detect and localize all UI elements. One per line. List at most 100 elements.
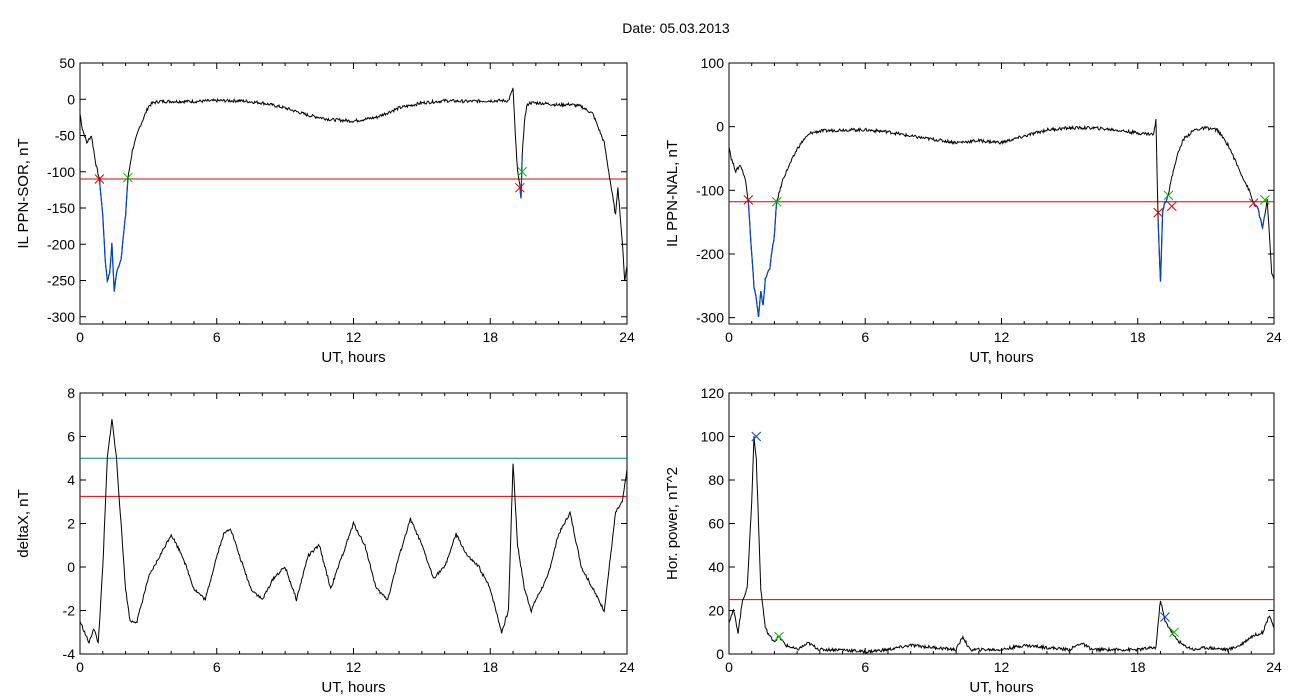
series-line bbox=[79, 419, 628, 644]
panel-deltax: 0 6 12 18 24 8 6 4 2 0 -2 -4 UT, hours deltaX, nT bbox=[15, 385, 635, 696]
series-line bbox=[728, 436, 1275, 655]
y-tick-label: 50 bbox=[59, 55, 75, 71]
storm-interval-line bbox=[519, 155, 523, 199]
marker-stroke bbox=[515, 182, 525, 193]
data-marker bbox=[751, 431, 762, 442]
x-tick-label: 12 bbox=[346, 329, 362, 345]
y-tick-label: 20 bbox=[708, 603, 724, 619]
y-axis-label: IL PPN-NAL, nT bbox=[664, 140, 681, 247]
panel-hor-power: 0 6 12 18 24 120 100 80 60 40 20 0 UT, hours Hor. pow… bbox=[664, 385, 1282, 696]
marker-stroke bbox=[123, 172, 133, 183]
y-tick-label: -2 bbox=[63, 603, 76, 619]
x-axis-label: UT, hours bbox=[969, 679, 1033, 696]
storm-interval-line bbox=[1157, 194, 1169, 282]
marker-stroke bbox=[774, 631, 784, 642]
data-marker bbox=[515, 182, 525, 193]
x-tick-label: 0 bbox=[76, 659, 84, 675]
data-marker bbox=[517, 166, 528, 177]
x-tick-label: 18 bbox=[482, 329, 498, 345]
data-marker bbox=[123, 172, 133, 183]
y-axis-label: deltaX, nT bbox=[15, 489, 32, 557]
data-marker bbox=[1153, 207, 1164, 218]
x-tick-label: 6 bbox=[861, 329, 869, 345]
x-tick-label: 6 bbox=[861, 659, 869, 675]
y-tick-label: 4 bbox=[67, 472, 75, 488]
marker-stroke bbox=[1169, 627, 1179, 638]
data-marker bbox=[94, 174, 105, 184]
data-marker bbox=[1163, 190, 1174, 201]
y-tick-label: -200 bbox=[696, 246, 724, 262]
marker-stroke bbox=[771, 196, 782, 207]
x-tick-label: 24 bbox=[1266, 329, 1282, 345]
page-title: Date: 05.03.2013 bbox=[622, 20, 730, 36]
marker-stroke bbox=[751, 431, 762, 442]
x-tick-label: 0 bbox=[725, 659, 733, 675]
marker-stroke bbox=[1163, 190, 1174, 201]
y-tick-label: 6 bbox=[67, 429, 75, 445]
x-tick-label: 12 bbox=[994, 659, 1010, 675]
y-tick-label: 0 bbox=[67, 91, 75, 107]
plot-frame bbox=[79, 62, 628, 325]
x-tick-label: 24 bbox=[1266, 659, 1282, 675]
x-tick-label: 18 bbox=[482, 659, 498, 675]
y-tick-label: 100 bbox=[701, 429, 725, 445]
x-tick-label: 18 bbox=[1130, 329, 1146, 345]
x-tick-label: 24 bbox=[619, 329, 635, 345]
y-tick-label: 40 bbox=[708, 559, 724, 575]
data-marker bbox=[1160, 612, 1170, 622]
panel-il-ppn-nal: 0 6 12 18 24 100 0 -100 -200 -300 UT, hours IL PPN-… bbox=[664, 55, 1282, 366]
y-tick-label: 0 bbox=[716, 646, 724, 662]
plot-frame bbox=[728, 62, 1275, 325]
data-marker bbox=[1166, 201, 1177, 212]
plot-frame bbox=[728, 392, 1275, 655]
marker-stroke bbox=[743, 195, 754, 205]
x-tick-label: 6 bbox=[213, 329, 221, 345]
y-axis-label: Hor. power, nT^2 bbox=[664, 467, 681, 580]
x-tick-label: 0 bbox=[725, 329, 733, 345]
data-marker bbox=[1169, 627, 1179, 638]
x-tick-label: 18 bbox=[1130, 659, 1146, 675]
y-tick-label: 0 bbox=[716, 119, 724, 135]
x-axis-label: UT, hours bbox=[321, 349, 385, 366]
marker-stroke bbox=[1160, 612, 1170, 622]
y-tick-label: -100 bbox=[47, 164, 75, 180]
y-tick-label: -100 bbox=[696, 182, 724, 198]
marker-stroke bbox=[1260, 195, 1270, 205]
x-tick-label: 6 bbox=[213, 659, 221, 675]
y-tick-label: 2 bbox=[67, 516, 75, 532]
series-line bbox=[79, 87, 628, 292]
x-tick-label: 24 bbox=[619, 659, 635, 675]
marker-stroke bbox=[1153, 207, 1164, 218]
y-tick-label: 8 bbox=[67, 385, 75, 401]
y-tick-label: -300 bbox=[47, 309, 75, 325]
panel-il-ppn-sor: 0 6 12 18 24 50 0 -50 -100 -150 -200 -250 -300 UT, ho… bbox=[15, 55, 635, 366]
data-marker bbox=[1260, 195, 1270, 205]
marker-stroke bbox=[1166, 201, 1177, 212]
x-tick-label: 12 bbox=[994, 329, 1010, 345]
series-line bbox=[728, 118, 1275, 318]
y-tick-label: -250 bbox=[47, 273, 75, 289]
data-marker bbox=[774, 631, 784, 642]
x-tick-label: 0 bbox=[76, 329, 84, 345]
data-marker bbox=[743, 195, 754, 205]
y-axis-label: IL PPN-SOR, nT bbox=[15, 138, 32, 248]
data-marker bbox=[771, 196, 782, 207]
y-tick-label: -50 bbox=[55, 128, 75, 144]
marker-stroke bbox=[1248, 198, 1259, 208]
y-tick-label: 60 bbox=[708, 516, 724, 532]
y-tick-label: 100 bbox=[701, 55, 725, 71]
y-tick-label: -300 bbox=[696, 310, 724, 326]
y-tick-label: 120 bbox=[701, 385, 725, 401]
storm-interval-line bbox=[98, 177, 129, 292]
y-tick-label: -200 bbox=[47, 236, 75, 252]
x-axis-label: UT, hours bbox=[321, 679, 385, 696]
y-tick-label: -150 bbox=[47, 200, 75, 216]
marker-stroke bbox=[94, 174, 105, 184]
y-tick-label: -4 bbox=[63, 646, 76, 662]
storm-interval-line bbox=[747, 201, 778, 318]
x-tick-label: 12 bbox=[346, 659, 362, 675]
storm-interval-line bbox=[1253, 202, 1266, 231]
y-tick-label: 0 bbox=[67, 559, 75, 575]
x-axis-label: UT, hours bbox=[969, 349, 1033, 366]
